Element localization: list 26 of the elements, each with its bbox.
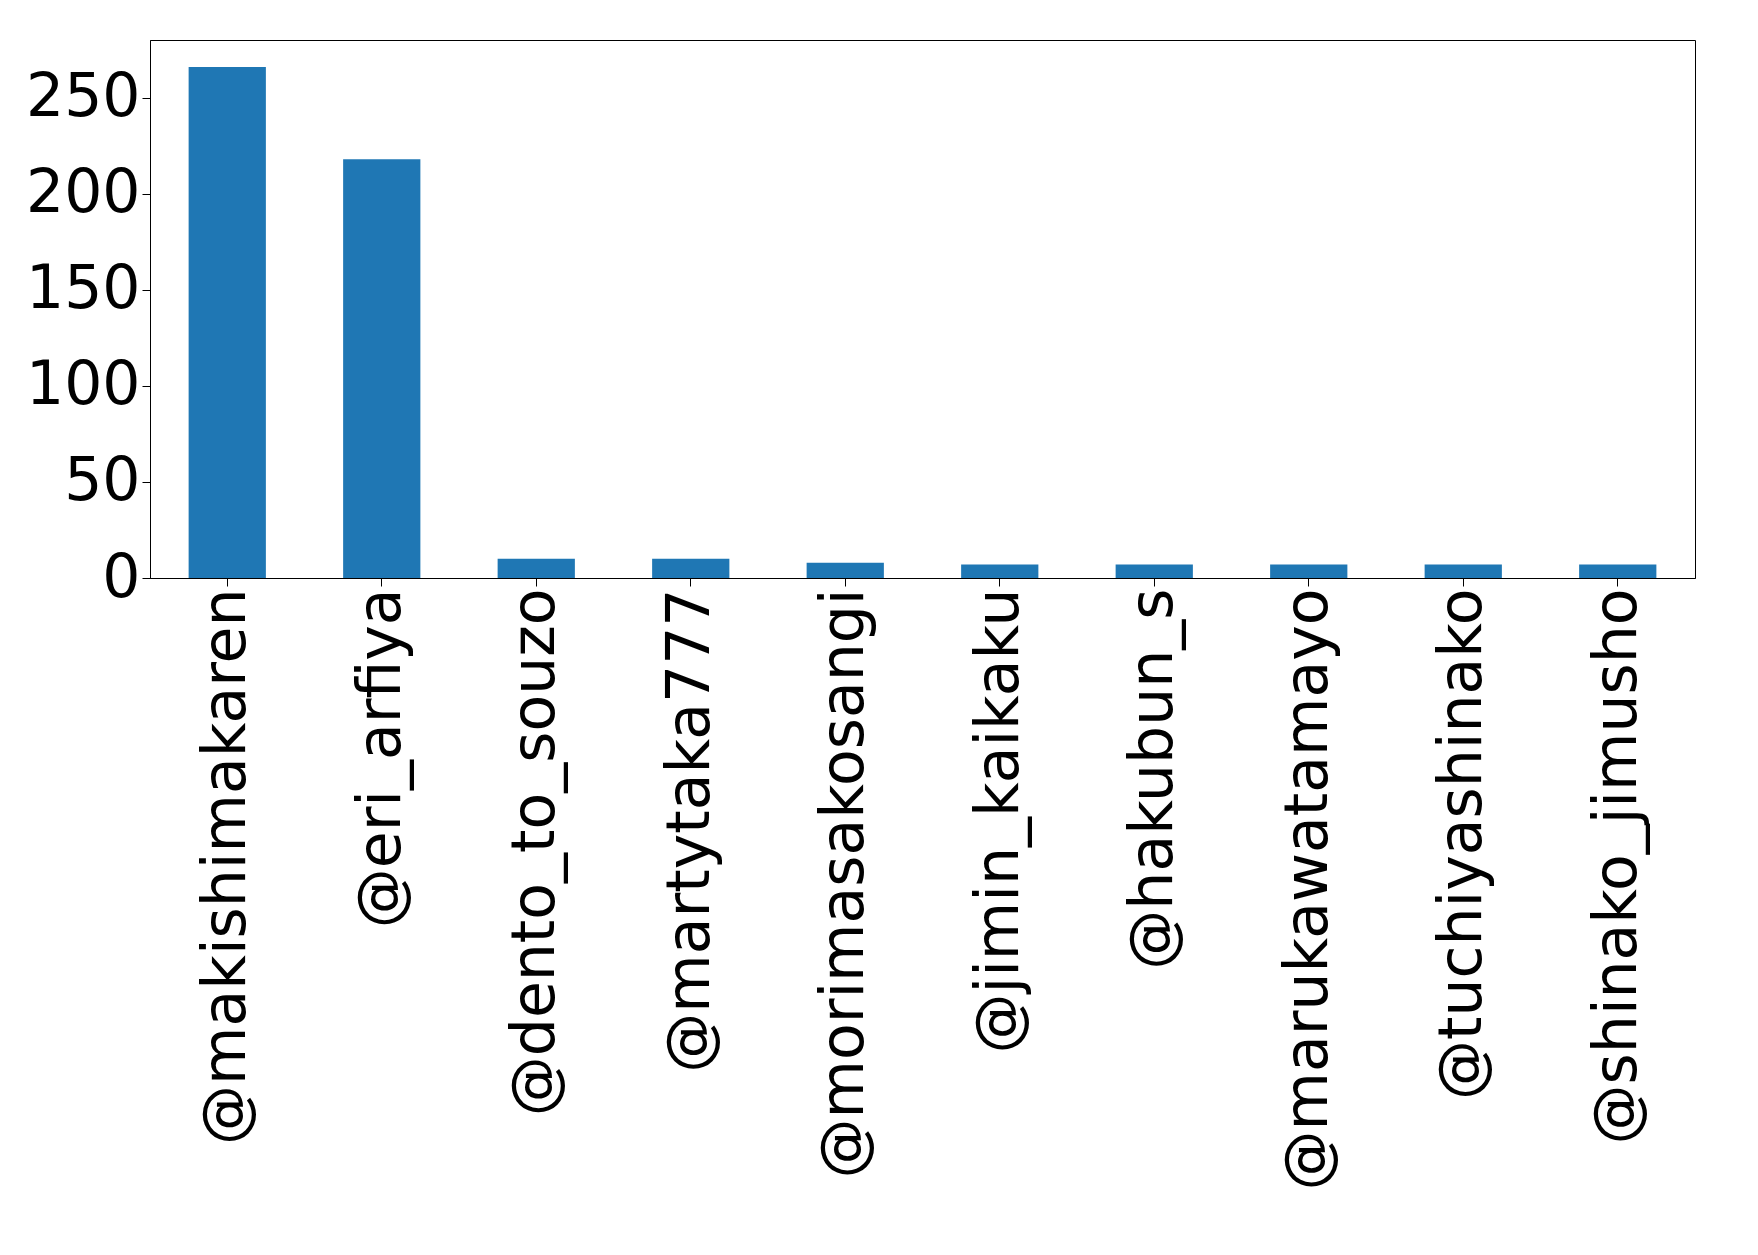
bar bbox=[343, 159, 421, 578]
x-tick-label: @eri_arfiya bbox=[343, 588, 414, 929]
bar bbox=[961, 564, 1039, 578]
bar bbox=[652, 558, 730, 578]
bar bbox=[1579, 564, 1657, 578]
bar bbox=[497, 558, 575, 578]
x-tick-label: @marukawatamayo bbox=[1270, 588, 1341, 1191]
bar bbox=[1424, 564, 1502, 578]
x-tick-label: @hakubun_s bbox=[1116, 588, 1187, 970]
x-tick-label: @martytaka777 bbox=[652, 588, 723, 1073]
y-tick-label: 0 bbox=[102, 540, 141, 611]
x-tick-label: @makishimakaren bbox=[189, 588, 260, 1146]
y-tick-label: 200 bbox=[25, 156, 141, 227]
y-tick-label: 100 bbox=[25, 348, 141, 419]
x-tick-label: @dento_to_souzo bbox=[498, 588, 569, 1117]
y-tick-label: 150 bbox=[25, 252, 141, 323]
bar bbox=[1270, 564, 1348, 578]
bar bbox=[188, 66, 266, 578]
x-tick-label: @morimasakosangi bbox=[807, 588, 878, 1179]
bar bbox=[806, 562, 884, 578]
x-tick-label: @jimin_kaikaku bbox=[961, 588, 1032, 1054]
y-tick-label: 250 bbox=[25, 60, 141, 131]
y-tick-label: 50 bbox=[64, 444, 141, 515]
x-tick-label: @shinako_jimusho bbox=[1579, 588, 1650, 1145]
bar bbox=[1115, 564, 1193, 578]
x-tick-label: @tuchiyashinako bbox=[1425, 588, 1496, 1101]
